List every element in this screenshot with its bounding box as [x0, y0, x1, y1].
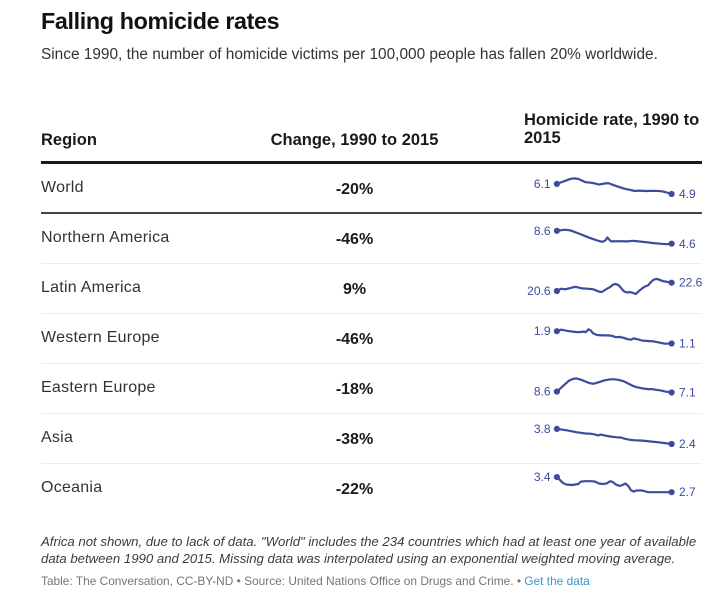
- svg-text:7.1: 7.1: [679, 386, 696, 400]
- svg-text:1.1: 1.1: [679, 337, 696, 351]
- svg-text:2.4: 2.4: [679, 437, 696, 451]
- svg-text:20.6: 20.6: [527, 284, 551, 298]
- svg-text:6.1: 6.1: [534, 177, 551, 191]
- svg-text:8.6: 8.6: [534, 385, 551, 399]
- svg-text:3.4: 3.4: [534, 470, 551, 484]
- svg-text:1.9: 1.9: [534, 324, 551, 338]
- svg-text:22.6: 22.6: [679, 276, 702, 290]
- svg-text:2.7: 2.7: [679, 485, 696, 499]
- svg-text:4.9: 4.9: [679, 187, 696, 201]
- svg-text:8.6: 8.6: [534, 224, 551, 238]
- svg-text:3.8: 3.8: [534, 422, 551, 436]
- svg-text:4.6: 4.6: [679, 237, 696, 251]
